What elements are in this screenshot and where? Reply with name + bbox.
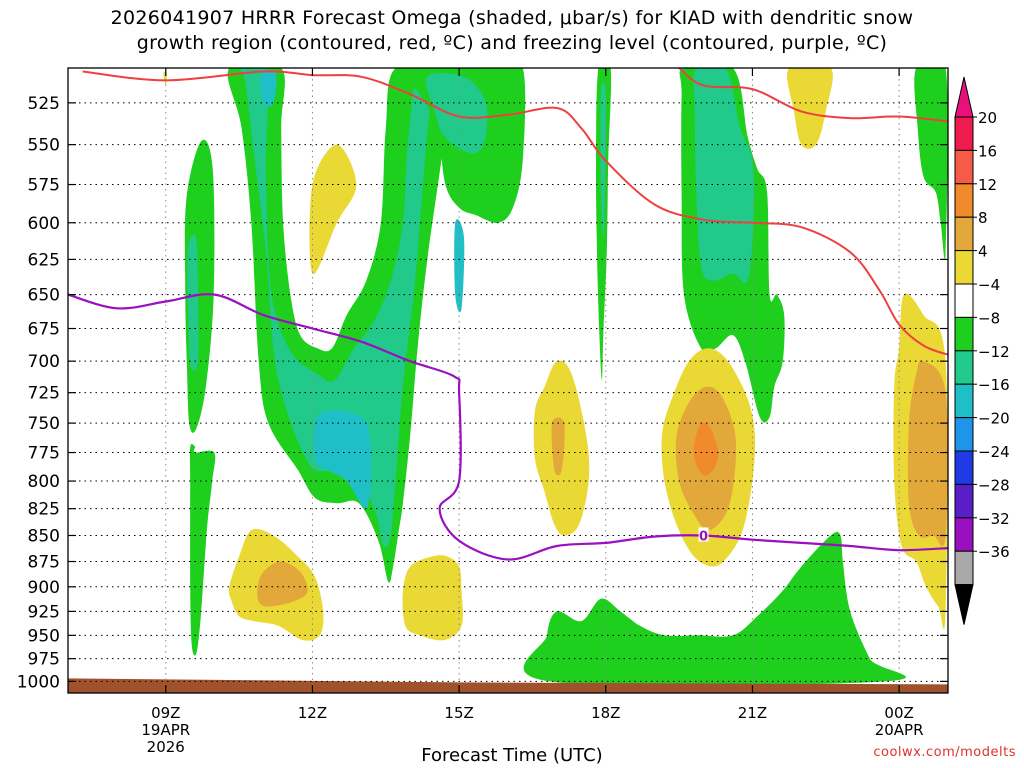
- ground-band: [68, 678, 948, 693]
- y-tick-label: 825: [28, 500, 60, 520]
- omega-region-22: [693, 422, 719, 476]
- colorbar-label: −32: [978, 510, 1010, 528]
- freezing-label-bg: [698, 527, 709, 542]
- colorbar-swatch: [954, 316, 974, 352]
- colorbar-label: −4: [978, 276, 1000, 294]
- omega-region-1: [187, 234, 199, 371]
- credit-text: coolwx.com/modelts: [873, 745, 1016, 760]
- dgz-lower-contour: [678, 68, 948, 123]
- dgz-upper-contour: [82, 70, 948, 356]
- colorbar-label: 16: [978, 142, 997, 160]
- colorbar-swatch: [954, 350, 974, 385]
- omega-region-16: [402, 555, 463, 641]
- omega-region-19: [551, 417, 565, 476]
- x-tick-label: 18Z: [591, 704, 620, 722]
- colorbar-swatch: [954, 450, 974, 485]
- y-tick-label: 700: [28, 352, 60, 372]
- colorbar-swatch: [954, 483, 974, 519]
- y-tick-label: 775: [28, 444, 60, 464]
- colorbar-swatch: [954, 216, 974, 252]
- omega-region-27: [787, 68, 833, 149]
- y-tick-label: 875: [28, 553, 60, 573]
- x-axis-title: Forecast Time (UTC): [421, 745, 603, 766]
- colorbar-swatch: [954, 417, 974, 452]
- colorbar-swatch: [954, 517, 974, 552]
- freezing-level-contour: [68, 293, 948, 561]
- y-tick-label: 800: [28, 472, 60, 492]
- omega-region-11: [600, 82, 606, 238]
- y-tick-label: 550: [28, 136, 60, 156]
- y-tick-label: 750: [28, 414, 60, 434]
- omega-region-15: [523, 531, 906, 686]
- plot-frame: [67, 67, 949, 694]
- colorbar-label: −28: [978, 476, 1010, 494]
- omega-region-9: [425, 73, 488, 154]
- omega-region-24: [907, 360, 948, 547]
- colorbar-label: −16: [978, 376, 1010, 394]
- omega-region-6: [260, 69, 277, 107]
- y-tick-label: 675: [28, 320, 60, 340]
- freezing-level-label: 0: [699, 529, 708, 544]
- colorbar-swatch: [954, 183, 974, 218]
- colorbar-top-arrow: [954, 76, 974, 118]
- x-tick-label: 19APR: [141, 721, 190, 739]
- colorbar-label: 8: [978, 209, 988, 227]
- colorbar-bottom-arrow: [954, 584, 974, 625]
- y-axis: 525 550 575 600 625 650 675 700 725 750 775 800 825 8…: [17, 94, 948, 692]
- y-tick-label: 1000: [17, 672, 60, 692]
- y-tick-label: 650: [28, 286, 60, 306]
- x-tick-label: 00Z: [884, 704, 913, 722]
- chart-title: 2026041907 HRRR Forecast Omega (shaded, …: [110, 7, 914, 54]
- x-tick-label: 21Z: [738, 704, 767, 722]
- y-tick-label: 725: [28, 384, 60, 404]
- colorbar-label: −8: [978, 309, 1000, 327]
- y-tick-label: 975: [28, 650, 60, 670]
- y-tick-label: 925: [28, 602, 60, 622]
- colorbar: 20 16 12 8 4 −4 −8 −12 −16 −20 −24 −28 −32 −36: [954, 76, 1010, 625]
- omega-region-7: [454, 219, 465, 313]
- x-tick-label: 09Z: [151, 704, 180, 722]
- colorbar-label: −36: [978, 543, 1010, 561]
- colorbar-label: 12: [978, 176, 997, 194]
- colorbar-label: −20: [978, 410, 1010, 428]
- y-tick-label: 525: [28, 94, 60, 114]
- contour-lines: 0: [68, 68, 948, 561]
- omega-shading: [163, 68, 948, 686]
- omega-region-26: [257, 561, 308, 607]
- colorbar-swatch: [954, 383, 974, 419]
- x-tick-label: 20APR: [875, 721, 924, 739]
- x-tick-label: 2026: [147, 738, 185, 756]
- colorbar-swatch: [954, 283, 974, 318]
- colorbar-label: 20: [978, 109, 997, 127]
- y-tick-label: 625: [28, 250, 60, 270]
- colorbar-label: −24: [978, 443, 1010, 461]
- ground-surface: [68, 678, 948, 693]
- colorbar-swatch: [954, 116, 974, 151]
- colorbar-label: −12: [978, 343, 1010, 361]
- colorbar-label: 4: [978, 243, 988, 261]
- y-tick-label: 950: [28, 626, 60, 646]
- colorbar-swatch: [954, 149, 974, 185]
- omega-region-13: [693, 68, 755, 284]
- grid-lines: [68, 68, 948, 693]
- colorbar-swatch: [954, 550, 974, 586]
- omega-region-5: [313, 410, 372, 509]
- omega-region-4: [231, 68, 433, 548]
- x-tick-label: 12Z: [298, 704, 327, 722]
- omega-region-14: [914, 68, 948, 261]
- colorbar-swatch: [954, 250, 974, 285]
- omega-region-17: [309, 144, 357, 275]
- x-tick-label: 15Z: [444, 704, 473, 722]
- y-tick-label: 900: [28, 578, 60, 598]
- y-tick-label: 850: [28, 526, 60, 546]
- y-tick-label: 575: [28, 176, 60, 196]
- omega-region-2: [189, 443, 216, 656]
- y-tick-label: 600: [28, 214, 60, 234]
